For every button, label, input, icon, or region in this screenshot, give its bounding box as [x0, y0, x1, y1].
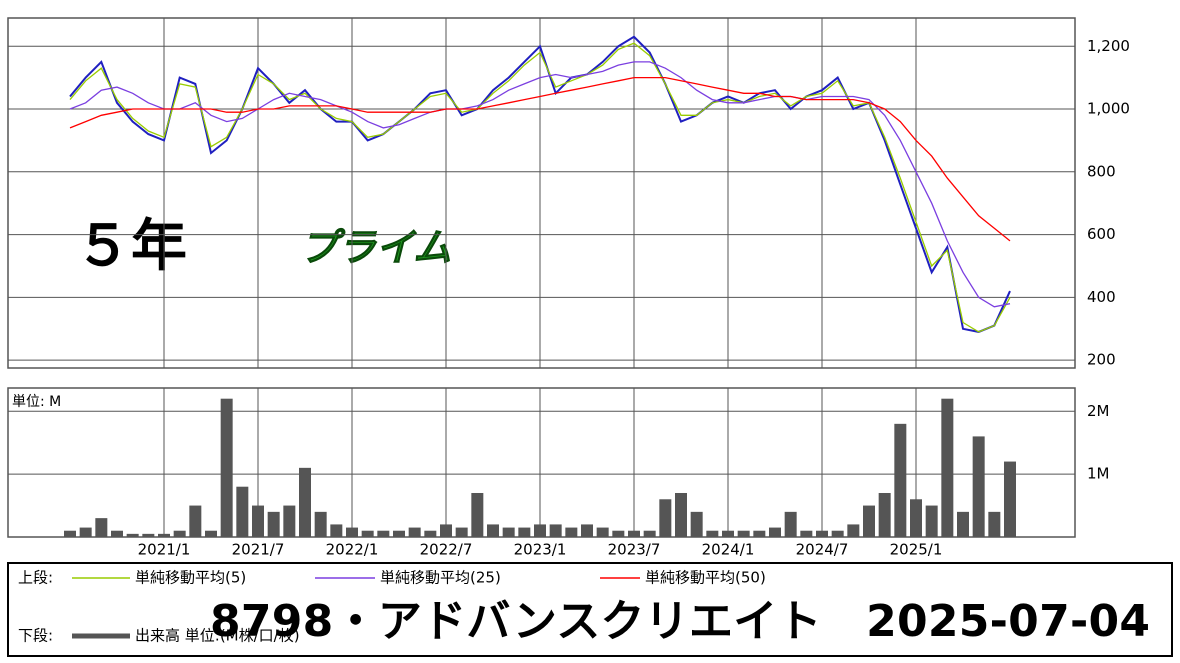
- chart-title: 8798・アドバンスクリエイト 2025-07-04: [210, 596, 1150, 647]
- volume-bar: [283, 505, 296, 537]
- x-tick-label: 2022/1: [326, 541, 379, 559]
- volume-bar: [581, 524, 593, 537]
- y-tick-label: 400: [1087, 288, 1116, 306]
- volume-bar: [988, 511, 1001, 537]
- volume-bar: [408, 527, 421, 537]
- volume-bar: [549, 524, 562, 537]
- volume-bar: [205, 530, 217, 537]
- legend-label: 出来高 単位:(M株/口/枚): [135, 627, 300, 645]
- y-tick-label: 2M: [1087, 402, 1110, 420]
- volume-bar: [753, 530, 766, 537]
- volume-bar: [330, 524, 343, 537]
- volume-bar: [158, 533, 170, 537]
- volume-bar: [612, 530, 625, 537]
- volume-bar: [95, 518, 108, 537]
- volume-bar: [126, 533, 139, 537]
- volume-bar: [440, 524, 452, 537]
- volume-bar: [737, 530, 750, 537]
- price-panel: [7, 17, 1076, 369]
- x-tick-label: 2023/1: [514, 541, 567, 559]
- x-tick-label: 2025/1: [890, 541, 943, 559]
- volume-bar: [706, 530, 719, 537]
- volume-bar: [847, 524, 860, 537]
- volume-bar: [972, 436, 985, 537]
- volume-bar: [314, 511, 327, 537]
- x-tick-label: 2021/1: [138, 541, 191, 559]
- volume-bar: [863, 505, 875, 537]
- volume-bar: [64, 530, 76, 537]
- volume-bar: [659, 499, 672, 537]
- period-label: ５年: [75, 214, 187, 279]
- legend-label: 単純移動平均(50): [645, 569, 766, 587]
- volume-bar: [800, 530, 813, 537]
- x-tick-label: 2022/7: [420, 541, 473, 559]
- volume-bar: [424, 530, 437, 537]
- volume-bar: [596, 527, 609, 537]
- legend-box: [7, 562, 1173, 657]
- volume-bar: [299, 467, 311, 537]
- volume-bar: [471, 492, 484, 537]
- volume-bar: [722, 530, 734, 537]
- legend-lower-label: 下段:: [18, 627, 53, 645]
- volume-bar: [831, 530, 844, 537]
- volume-bar: [941, 398, 954, 537]
- y-tick-label: 600: [1087, 225, 1116, 243]
- volume-bar: [377, 530, 390, 537]
- y-tick-label: 1,200: [1087, 37, 1130, 55]
- volume-bar: [690, 511, 703, 537]
- series-line: [69, 42, 1011, 333]
- volume-bar: [502, 527, 515, 537]
- volume-bar: [565, 527, 578, 537]
- series-line: [69, 76, 1011, 242]
- volume-bar: [518, 527, 531, 537]
- volume-bar: [925, 505, 938, 537]
- x-tick-label: 2023/7: [608, 541, 661, 559]
- legend-label: 単純移動平均(25): [380, 569, 501, 587]
- volume-bar: [878, 492, 891, 537]
- volume-bar: [173, 530, 186, 537]
- volume-bar: [142, 533, 155, 537]
- volume-bar: [455, 527, 468, 537]
- volume-bar: [1004, 461, 1016, 537]
- volume-bar: [346, 527, 358, 537]
- volume-bar: [236, 486, 249, 537]
- volume-bar: [189, 505, 202, 537]
- volume-bar: [111, 530, 123, 537]
- series-line: [69, 61, 1011, 308]
- volume-bar: [784, 511, 797, 537]
- volume-bar: [393, 530, 405, 537]
- legend-upper-label: 上段:: [18, 569, 53, 587]
- x-tick-label: 2024/7: [796, 541, 849, 559]
- x-tick-label: 2024/1: [702, 541, 755, 559]
- y-tick-label: 800: [1087, 162, 1116, 180]
- y-tick-label: 1,000: [1087, 100, 1130, 118]
- volume-bar: [816, 530, 828, 537]
- volume-bar: [220, 398, 233, 537]
- volume-unit: 単位: M: [12, 394, 61, 410]
- volume-bar: [628, 530, 640, 537]
- legend-label: 単純移動平均(5): [135, 569, 246, 587]
- x-tick-label: 2021/7: [232, 541, 285, 559]
- volume-bar: [487, 524, 499, 537]
- volume-bar: [361, 530, 374, 537]
- market-label: プライム: [300, 226, 451, 270]
- volume-bar: [79, 527, 92, 537]
- volume-bar: [910, 499, 922, 537]
- volume-bar: [769, 527, 781, 537]
- volume-bar: [643, 530, 656, 537]
- volume-bar: [894, 423, 907, 537]
- volume-bar: [957, 511, 969, 537]
- y-tick-label: 200: [1087, 351, 1116, 369]
- volume-bar: [267, 511, 280, 537]
- series-line: [69, 35, 1011, 333]
- volume-bar: [675, 492, 687, 537]
- volume-bar: [534, 524, 546, 537]
- y-tick-label: 1M: [1087, 465, 1110, 483]
- volume-bar: [252, 505, 264, 537]
